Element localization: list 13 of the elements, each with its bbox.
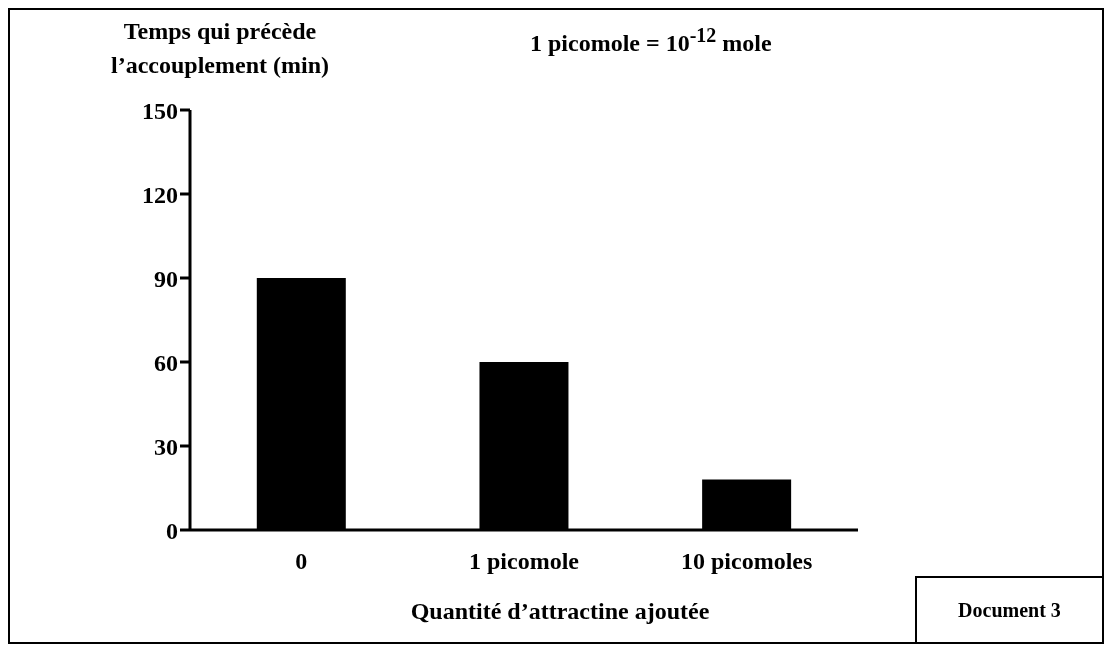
x-axis-title: Quantité d’attractine ajoutée <box>409 598 711 625</box>
x-tick-label: 10 picomoles <box>681 548 813 575</box>
text: Document 3 <box>915 576 1102 642</box>
y-tick-label: 60 <box>154 349 178 376</box>
y-tick-label: 90 <box>154 265 178 292</box>
y-tick-label: 120 <box>142 181 178 208</box>
x-tick-label: 0 <box>295 548 308 575</box>
y-tick-label: 30 <box>154 433 178 460</box>
x-tick-label: 1 picomole <box>469 548 580 575</box>
text: 1 picomole = 10$^{-12}$ mole <box>530 24 772 57</box>
y-tick-label: 0 <box>166 517 178 544</box>
y-axis-title: Temps qui précède l’accouplement (min) <box>110 17 330 80</box>
y-tick-label: 150 <box>142 97 178 124</box>
